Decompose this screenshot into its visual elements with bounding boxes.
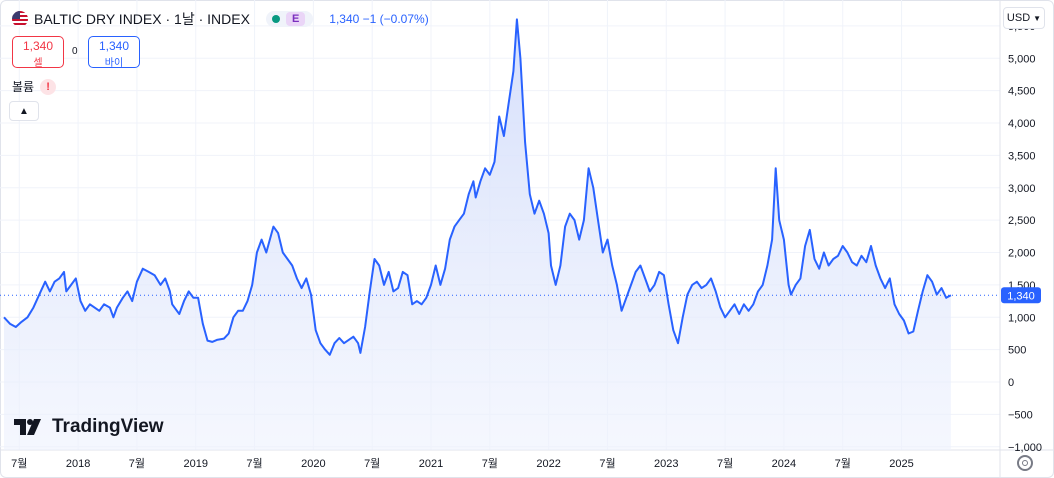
buy-price: 1,340 xyxy=(98,39,130,53)
market-open-dot-icon xyxy=(271,15,280,23)
currency-label: USD xyxy=(1006,12,1031,24)
y-tick-label: 2,000 xyxy=(1008,248,1036,260)
x-tick-label: 7월 xyxy=(482,457,498,470)
sell-button[interactable]: 1,340 셀 xyxy=(12,36,64,69)
price-line xyxy=(3,18,952,356)
y-tick-label: 500 xyxy=(1008,345,1026,357)
gear-icon[interactable] xyxy=(1017,455,1033,471)
buy-button[interactable]: 1,340 바이 xyxy=(88,36,140,69)
x-tick-label: 2024 xyxy=(772,458,796,470)
time-axis[interactable]: 7월 2018 7월 2019 7월 2020 7월 2021 7월 2022 7월 2023 7월 20… xyxy=(11,457,914,470)
y-tick-label: 1,000 xyxy=(1008,312,1036,324)
x-tick-label: 7월 xyxy=(717,457,733,470)
x-tick-label: 2018 xyxy=(66,458,90,470)
spread-value: 0 xyxy=(72,46,78,57)
price-quote: 1,340 −1 (−0.07%) xyxy=(329,12,429,26)
x-tick-label: 7월 xyxy=(11,457,27,470)
last-price-badge: 1,340 xyxy=(1001,287,1041,304)
y-tick-label: −500 xyxy=(1008,409,1033,421)
y-tick-label: 0 xyxy=(1008,377,1014,389)
y-tick-label: 3,500 xyxy=(1008,150,1036,162)
x-tick-label: 7월 xyxy=(364,457,380,470)
currency-select[interactable]: USD ▼ xyxy=(1003,7,1045,29)
y-tick-label: −1,000 xyxy=(1008,442,1042,454)
y-tick-label: 4,000 xyxy=(1008,118,1036,130)
x-tick-label: 7월 xyxy=(129,457,145,470)
x-tick-label: 7월 xyxy=(835,457,851,470)
x-tick-label: 2020 xyxy=(301,458,325,470)
last-price-label: 1,340 xyxy=(1007,290,1035,302)
symbol-title[interactable]: BALTIC DRY INDEX · 1날 · INDEX xyxy=(34,11,250,27)
market-status-pill[interactable]: E xyxy=(265,11,314,27)
warning-icon[interactable]: ! xyxy=(40,78,57,95)
x-tick-label: 7월 xyxy=(246,457,262,470)
us-flag-icon xyxy=(12,11,28,27)
y-tick-label: 5,000 xyxy=(1008,53,1036,65)
y-tick-label: 2,500 xyxy=(1008,215,1036,227)
volume-label: 볼륨 xyxy=(12,80,35,94)
x-tick-label: 2021 xyxy=(419,458,443,470)
exchange-badge: E xyxy=(285,12,306,26)
x-tick-label: 2022 xyxy=(536,458,560,470)
y-tick-label: 3,000 xyxy=(1008,183,1036,195)
buy-label: 바이 xyxy=(104,58,124,69)
tradingview-logo-icon xyxy=(14,419,41,435)
symbol-header: BALTIC DRY INDEX · 1날 · INDEX E 1,340 −1… xyxy=(12,10,429,28)
sell-label: 셀 xyxy=(33,58,43,69)
sell-price: 1,340 xyxy=(22,39,54,53)
x-tick-label: 7월 xyxy=(599,457,615,470)
x-tick-label: 2019 xyxy=(183,458,207,470)
tradingview-logo[interactable]: TradingView xyxy=(14,416,164,438)
x-tick-label: 2025 xyxy=(889,458,913,470)
price-axis[interactable]: 5,5005,0004,5004,0003,5003,0002,5002,000… xyxy=(1008,21,1042,454)
volume-legend[interactable]: 볼륨 ! xyxy=(12,78,57,95)
tradingview-logo-text: TradingView xyxy=(52,416,164,437)
y-tick-label: 4,500 xyxy=(1008,86,1036,98)
price-area xyxy=(4,19,951,451)
x-tick-label: 2023 xyxy=(654,458,678,470)
chevron-up-icon[interactable]: ▲ xyxy=(9,101,39,121)
chevron-down-icon: ▼ xyxy=(1033,13,1042,23)
